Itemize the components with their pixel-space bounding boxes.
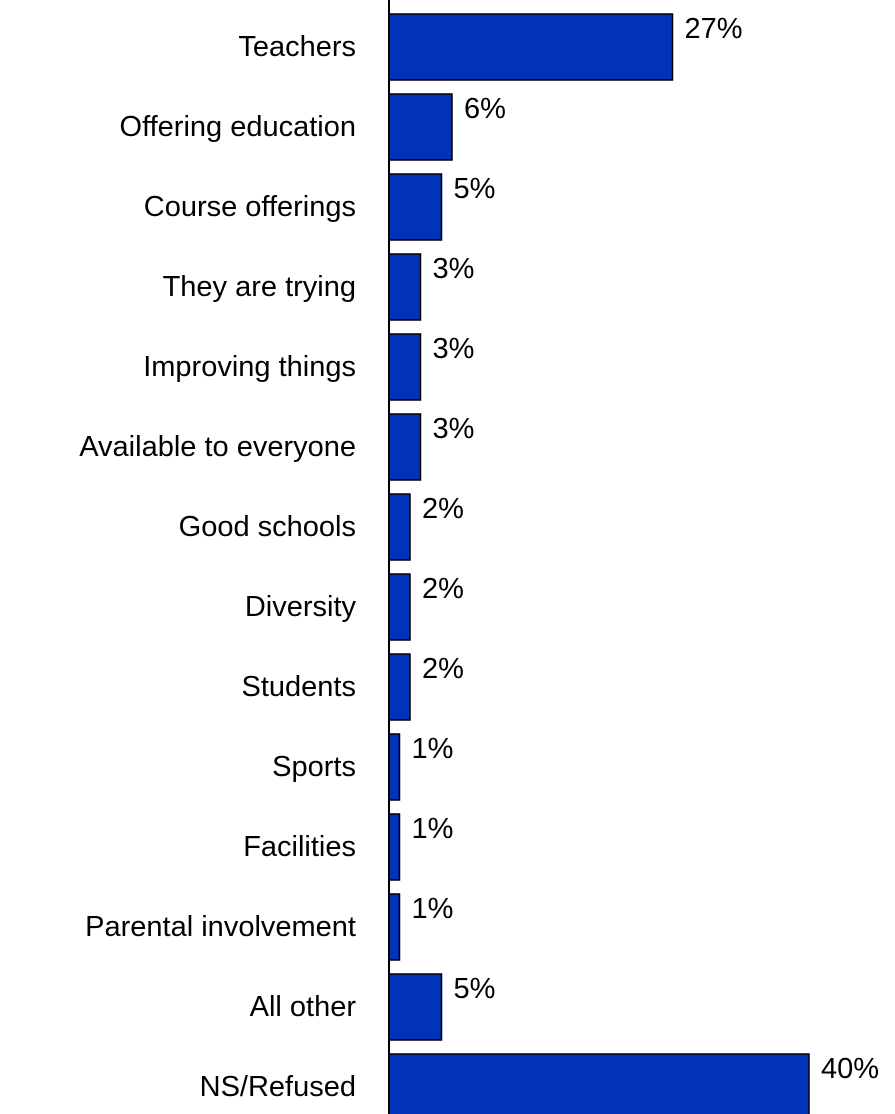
value-label: 5% bbox=[454, 173, 496, 205]
value-label: 3% bbox=[433, 253, 475, 285]
value-label: 3% bbox=[433, 413, 475, 445]
bars-group bbox=[388, 13, 810, 1114]
category-label: Parental involvement bbox=[85, 911, 356, 943]
bar-0 bbox=[388, 13, 674, 81]
bar-12 bbox=[388, 973, 443, 1041]
value-label: 3% bbox=[433, 333, 475, 365]
value-label: 2% bbox=[422, 573, 464, 605]
bar-8 bbox=[388, 653, 411, 721]
category-label: Students bbox=[242, 671, 356, 703]
category-label: Offering education bbox=[120, 111, 356, 143]
category-label: Diversity bbox=[245, 591, 357, 623]
bar-1 bbox=[388, 93, 453, 161]
category-labels-group: Teachers Offering education Course offerin… bbox=[79, 31, 356, 1103]
category-label: Available to everyone bbox=[79, 431, 356, 463]
category-label: NS/Refused bbox=[200, 1071, 356, 1103]
value-label: 5% bbox=[454, 973, 496, 1005]
category-label: Teachers bbox=[238, 31, 356, 63]
value-label: 1% bbox=[412, 813, 454, 845]
bar-10 bbox=[388, 813, 401, 881]
value-labels-group: 27% 6% 5% 3% 3% 3% 2% 2% 2% 1% 1% 1% 5% 40% bbox=[412, 13, 880, 1085]
category-label: Course offerings bbox=[144, 191, 356, 223]
value-label: 2% bbox=[422, 653, 464, 685]
category-label: Sports bbox=[272, 751, 356, 783]
bar-3 bbox=[388, 253, 422, 321]
bar-13 bbox=[388, 1053, 810, 1114]
bar-6 bbox=[388, 493, 411, 561]
bar-4 bbox=[388, 333, 422, 401]
category-label: All other bbox=[250, 991, 357, 1023]
category-label: Good schools bbox=[179, 511, 356, 543]
category-label: They are trying bbox=[163, 271, 356, 303]
bar-9 bbox=[388, 733, 401, 801]
value-label: 6% bbox=[464, 93, 506, 125]
category-label: Improving things bbox=[143, 351, 356, 383]
category-label: Facilities bbox=[243, 831, 356, 863]
bar-2 bbox=[388, 173, 443, 241]
value-label: 1% bbox=[412, 733, 454, 765]
bar-11 bbox=[388, 893, 401, 961]
value-label: 2% bbox=[422, 493, 464, 525]
value-label: 40% bbox=[821, 1053, 879, 1085]
bar-5 bbox=[388, 413, 422, 481]
value-label: 1% bbox=[412, 893, 454, 925]
value-label: 27% bbox=[685, 13, 743, 45]
bar-7 bbox=[388, 573, 411, 641]
